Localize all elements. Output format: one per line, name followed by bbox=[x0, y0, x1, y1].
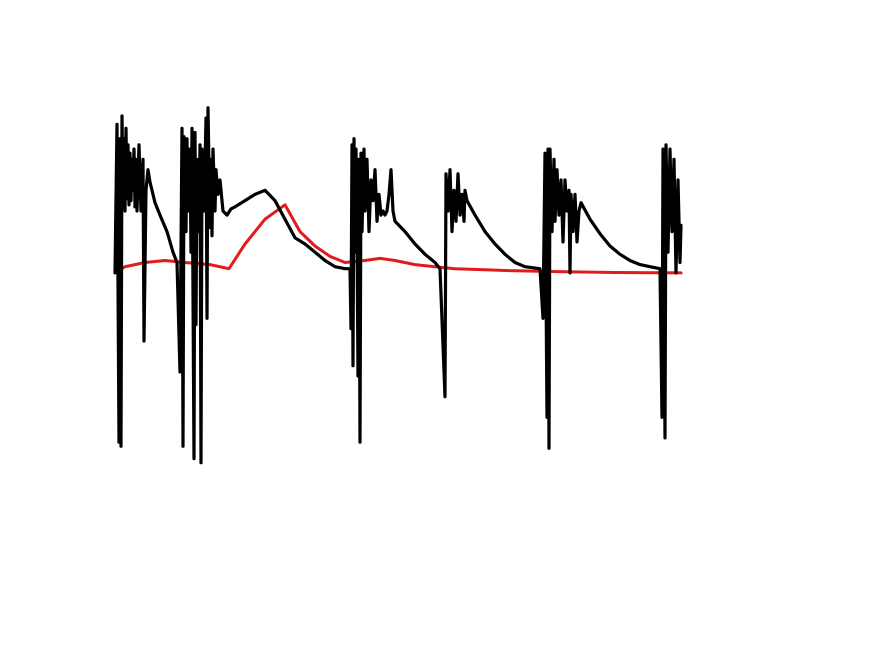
series-layer bbox=[113, 106, 683, 465]
series-line-black bbox=[113, 106, 683, 465]
